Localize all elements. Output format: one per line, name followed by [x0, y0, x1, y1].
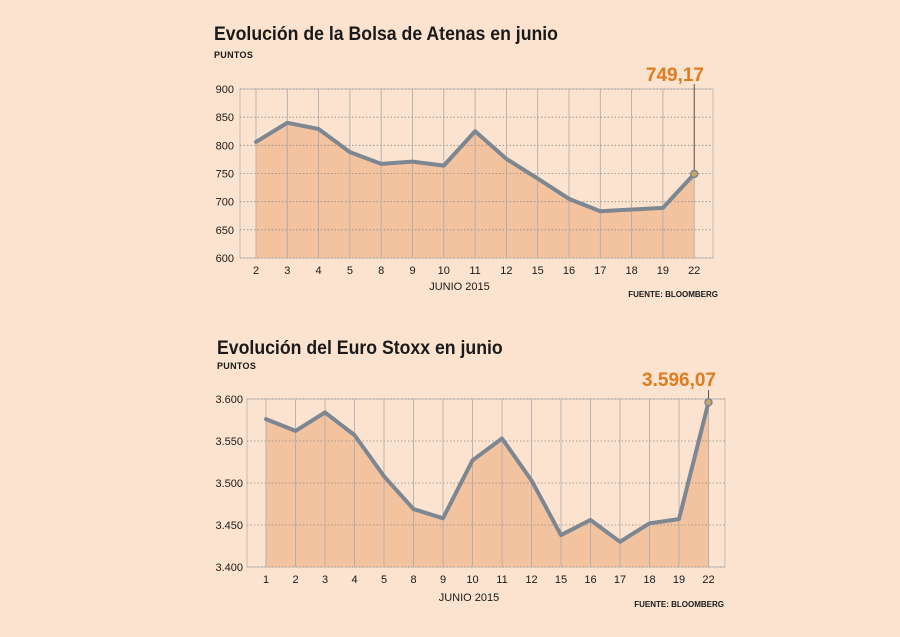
- y-tick-label: 3.500: [215, 478, 243, 490]
- chart-svg: 600 650 700 750 800 850 900 2 3 4 5 8 9 10 11 12 15 16 17 1…: [216, 65, 718, 299]
- x-tick-label: 18: [643, 574, 655, 586]
- x-axis-label: JUNIO 2015: [439, 592, 500, 604]
- source-note: FUENTE: BLOOMBERG: [634, 600, 724, 609]
- data-point: [689, 169, 699, 179]
- units-label: PUNTOS: [214, 50, 254, 60]
- y-tick-label: 600: [216, 253, 234, 265]
- data-point: [704, 398, 713, 407]
- x-tick-label: 12: [500, 265, 512, 277]
- y-tick-label: 3.600: [215, 394, 243, 406]
- x-tick-label: 10: [466, 574, 478, 586]
- y-tick-label: 3.400: [215, 562, 243, 574]
- x-tick-label: 16: [563, 265, 575, 277]
- x-tick-label: 15: [555, 574, 567, 586]
- y-tick-label: 700: [216, 197, 234, 209]
- x-tick-label: 5: [347, 265, 353, 277]
- x-tick-label: 11: [496, 574, 507, 586]
- series-line: [254, 120, 697, 214]
- x-tick-label: 12: [525, 574, 537, 586]
- series-line: [264, 400, 711, 544]
- x-tick-label: 8: [410, 574, 416, 586]
- x-tick-label: 18: [625, 265, 637, 277]
- x-tick-label: 4: [316, 265, 322, 277]
- x-tick-label: 19: [673, 574, 685, 586]
- x-tick-label: 9: [440, 574, 446, 586]
- x-tick-label: 17: [594, 265, 606, 277]
- y-tick-label: 750: [216, 169, 234, 181]
- x-tick-label: 10: [438, 265, 450, 277]
- x-tick-label: 9: [409, 265, 415, 277]
- callout-value: 749,17: [646, 65, 704, 86]
- x-tick-label: 2: [253, 265, 259, 277]
- x-tick-label: 3: [322, 574, 328, 586]
- area-fill: [266, 402, 709, 567]
- y-tick-label: 650: [216, 225, 234, 237]
- y-tick-label: 800: [216, 140, 234, 152]
- x-tick-label: 15: [532, 265, 544, 277]
- y-tick-label: 900: [216, 84, 234, 96]
- y-tick-label: 3.450: [215, 520, 243, 532]
- x-axis-label: JUNIO 2015: [429, 281, 490, 293]
- x-tick-label: 19: [657, 265, 669, 277]
- y-tick-label: 850: [216, 112, 234, 124]
- chart-title: Evolución de la Bolsa de Atenas en junio: [214, 24, 558, 45]
- x-tick-label: 17: [614, 574, 626, 586]
- x-tick-label: 3: [284, 265, 290, 277]
- y-tick-label: 3.550: [215, 436, 243, 448]
- x-tick-label: 5: [381, 574, 387, 586]
- x-tick-label: 1: [263, 574, 269, 586]
- x-tick-label: 2: [292, 574, 298, 586]
- chart-title: Evolución del Euro Stoxx en junio: [217, 338, 503, 359]
- chart-athens: Evolución de la Bolsa de Atenas en junio…: [0, 0, 900, 310]
- units-label: PUNTOS: [217, 361, 257, 371]
- source-note: FUENTE: BLOOMBERG: [628, 290, 718, 299]
- x-tick-label: 22: [688, 265, 700, 277]
- callout-value: 3.596,07: [642, 370, 716, 391]
- x-tick-label: 8: [378, 265, 384, 277]
- x-tick-label: 16: [584, 574, 596, 586]
- x-tick-label: 22: [702, 574, 714, 586]
- x-tick-label: 4: [351, 574, 357, 586]
- x-tick-label: 11: [469, 265, 480, 277]
